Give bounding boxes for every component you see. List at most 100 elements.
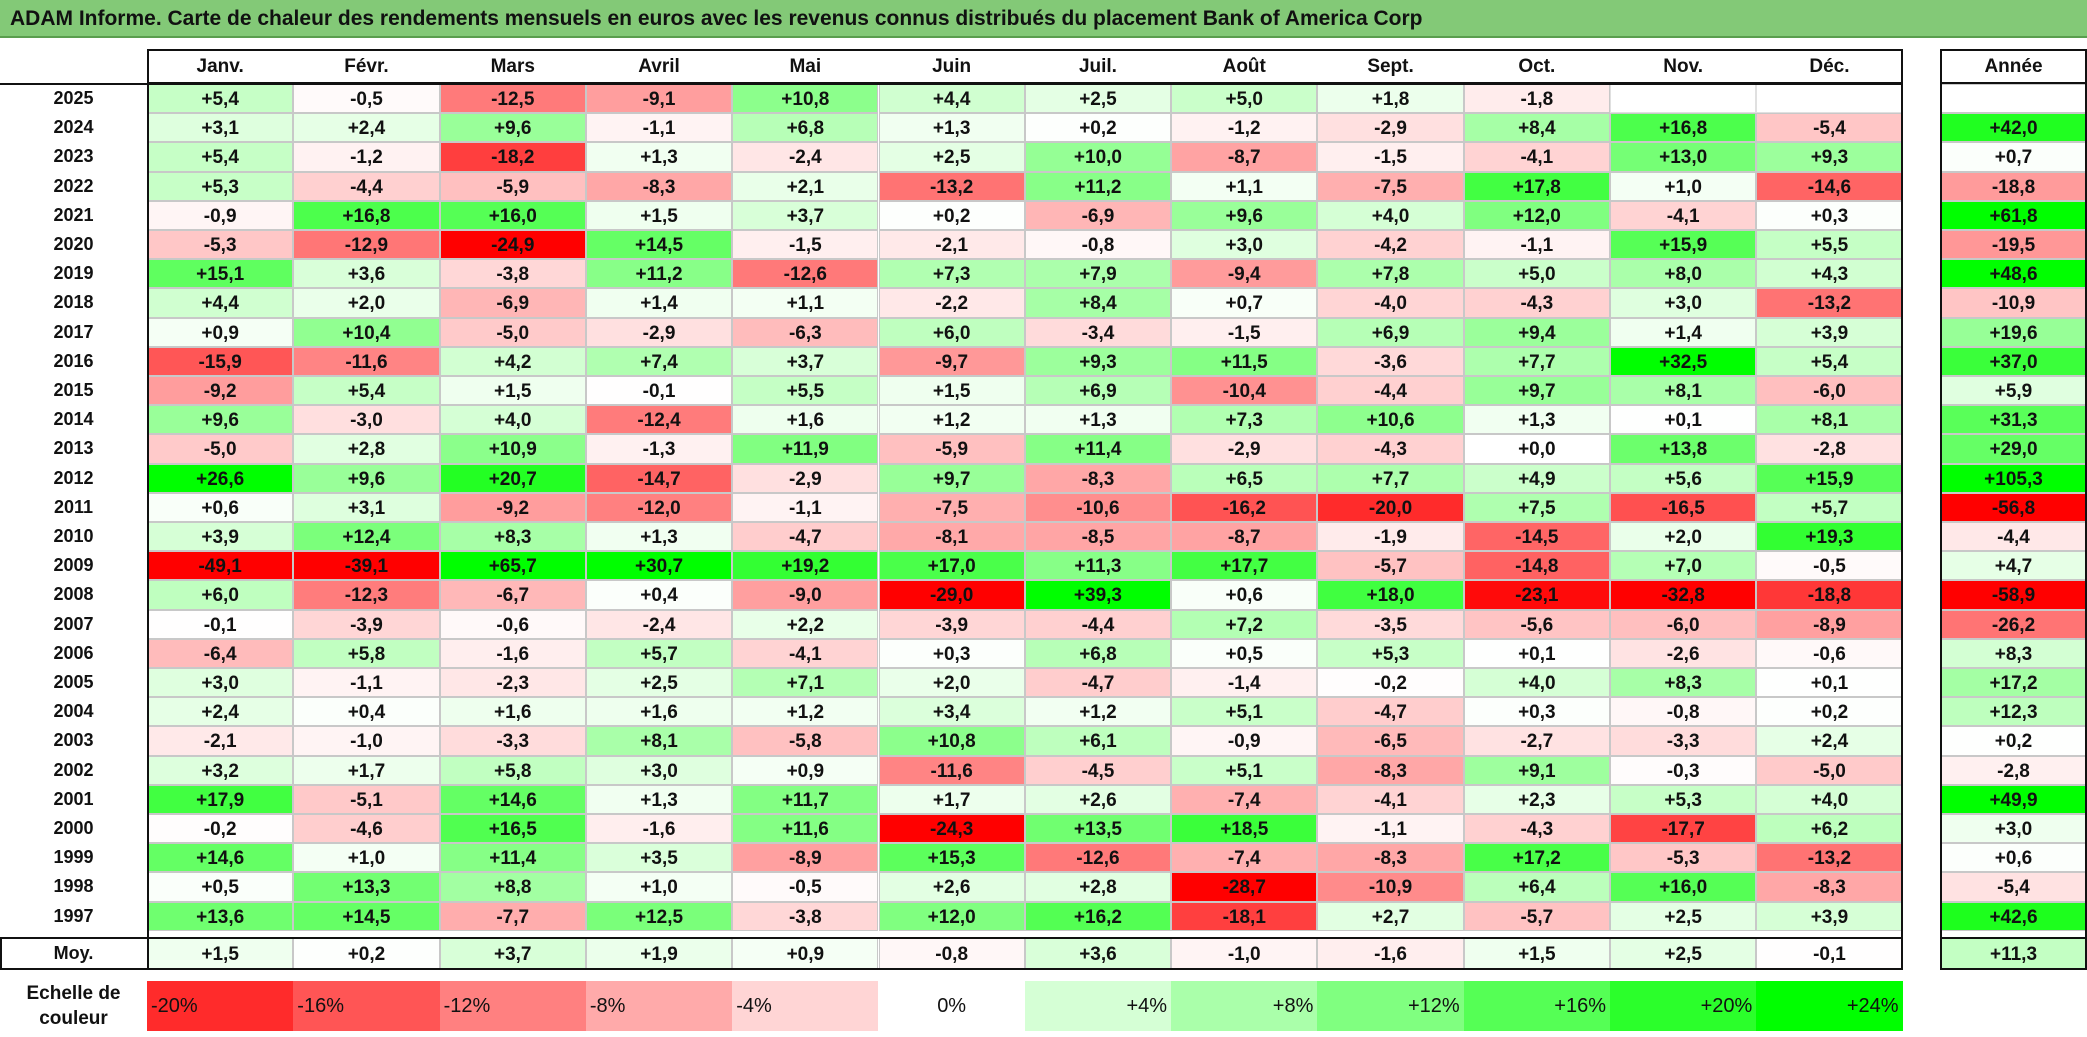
month-header: Mai [789,56,822,77]
heatmap-cell: -1,1 [1463,230,1610,260]
heatmap-cell: -0,9 [147,200,294,230]
heatmap-cell: +18,0 [1317,580,1464,610]
heatmap-cell: +3,0 [1171,230,1318,260]
heatmap-cell: +1,0 [1610,171,1757,201]
heatmap-cell: +0,3 [1463,697,1610,727]
heatmap-cell: -2,9 [585,317,733,347]
heatmap-cell: +5,3 [147,171,294,201]
heatmap-cell: -3,5 [1317,609,1464,639]
annual-cell: -2,8 [1940,755,2087,785]
heatmap-cell: +0,9 [732,755,879,785]
heatmap-cell: +4,0 [1463,668,1610,698]
scale-stop: -20% [147,981,294,1031]
heatmap-cell: +2,6 [1024,784,1172,814]
annual-cell: -58,9 [1940,580,2087,610]
heatmap-cell: -13,2 [878,171,1025,201]
heatmap-cell: +0,7 [1171,288,1318,318]
heatmap-cell: +3,9 [1756,317,1903,347]
heatmap-cell: +2,7 [1317,901,1464,931]
average-cell: +3,7 [439,936,586,970]
year-label: 2022 [53,175,94,196]
annual-cell: +49,9 [1940,784,2087,814]
heatmap-cell: -2,7 [1463,726,1610,756]
heatmap-cell: -2,6 [1610,638,1757,668]
heatmap-cell: -8,5 [1024,522,1172,552]
heatmap-cell: +6,5 [1171,463,1318,493]
heatmap-cell: -14,6 [1756,171,1903,201]
heatmap-cell: +3,6 [293,259,440,289]
heatmap-cell: +1,3 [585,522,733,552]
heatmap-cell: -1,1 [585,113,733,143]
month-header: Mars [490,56,535,77]
heatmap-cell: +8,0 [1610,259,1757,289]
heatmap-cell: +2,4 [147,697,294,727]
heatmap-cell: -3,4 [1024,317,1172,347]
heatmap-cell: +4,0 [439,405,586,435]
heatmap-cell: +2,5 [585,668,733,698]
heatmap-cell: +19,3 [1756,522,1903,552]
heatmap-cell: +1,3 [878,113,1025,143]
heatmap-cell: -5,0 [439,317,586,347]
annual-cell: +42,6 [1940,901,2087,931]
heatmap-cell: -4,5 [1024,755,1172,785]
heatmap-cell: -3,9 [878,609,1025,639]
heatmap-cell: -0,2 [147,814,294,844]
heatmap-cell: +6,8 [732,113,879,143]
average-cell: -0,1 [1756,936,1903,970]
heatmap-cell: -4,7 [732,522,879,552]
heatmap-cell: +9,4 [1463,317,1610,347]
heatmap-cell: +3,2 [147,755,294,785]
heatmap-cell: +1,6 [585,697,733,727]
heatmap-cell: +16,0 [1610,872,1757,902]
heatmap-cell: +2,2 [732,609,879,639]
heatmap-cell: +15,9 [1756,463,1903,493]
month-header: Janv. [196,56,244,77]
heatmap-cell: +3,4 [878,697,1025,727]
heatmap-cell: +8,1 [1610,376,1757,406]
heatmap-cell [1610,84,1757,114]
heatmap-cell: -5,9 [878,434,1025,464]
heatmap-cell: -1,1 [293,668,440,698]
heatmap-cell: +11,4 [1024,434,1172,464]
heatmap-cell: +7,5 [1463,492,1610,522]
annual-cell: +0,6 [1940,843,2087,873]
heatmap-cell: -16,2 [1171,492,1318,522]
heatmap-cell: -12,4 [585,405,733,435]
heatmap-cell: +11,2 [1024,171,1172,201]
month-header: Avril [638,56,680,77]
average-cell: -1,6 [1317,936,1464,970]
heatmap-cell: +6,0 [147,580,294,610]
annual-cell: -10,9 [1940,288,2087,318]
heatmap-cell: +8,3 [439,522,586,552]
heatmap-cell: +14,6 [439,784,586,814]
heatmap-cell: -2,2 [878,288,1025,318]
annual-cell: +42,0 [1940,113,2087,143]
heatmap-cell: +5,4 [293,376,440,406]
year-label: 2007 [53,613,94,634]
year-label: 2025 [53,88,94,108]
heatmap-cell: +9,3 [1024,346,1172,376]
heatmap-cell: -6,3 [732,317,879,347]
heatmap-cell: -3,3 [1610,726,1757,756]
heatmap-cell: +20,7 [439,463,586,493]
year-label: 2018 [53,292,94,313]
heatmap-cell: -1,8 [1463,84,1610,114]
heatmap-cell: -6,9 [1024,200,1172,230]
heatmap-cell: +3,0 [147,668,294,698]
heatmap-cell: +6,0 [878,317,1025,347]
heatmap-cell: +7,4 [585,346,733,376]
heatmap-cell: +9,6 [1171,200,1318,230]
heatmap-cell: -4,4 [1317,376,1464,406]
average-cell: +2,5 [1610,936,1757,970]
heatmap-cell: +7,3 [1171,405,1318,435]
heatmap-cell: +0,9 [147,317,294,347]
annual-cell: -26,2 [1940,609,2087,639]
average-cell: -1,0 [1171,936,1318,970]
annual-cell: +105,3 [1940,463,2087,493]
heatmap-cell: -14,7 [585,463,733,493]
heatmap-cell: +16,8 [1610,113,1757,143]
heatmap-cell: +7,7 [1317,463,1464,493]
heatmap-cell: +0,2 [878,200,1025,230]
heatmap-cell: +3,9 [1756,901,1903,931]
heatmap-cell: +6,8 [1024,638,1172,668]
